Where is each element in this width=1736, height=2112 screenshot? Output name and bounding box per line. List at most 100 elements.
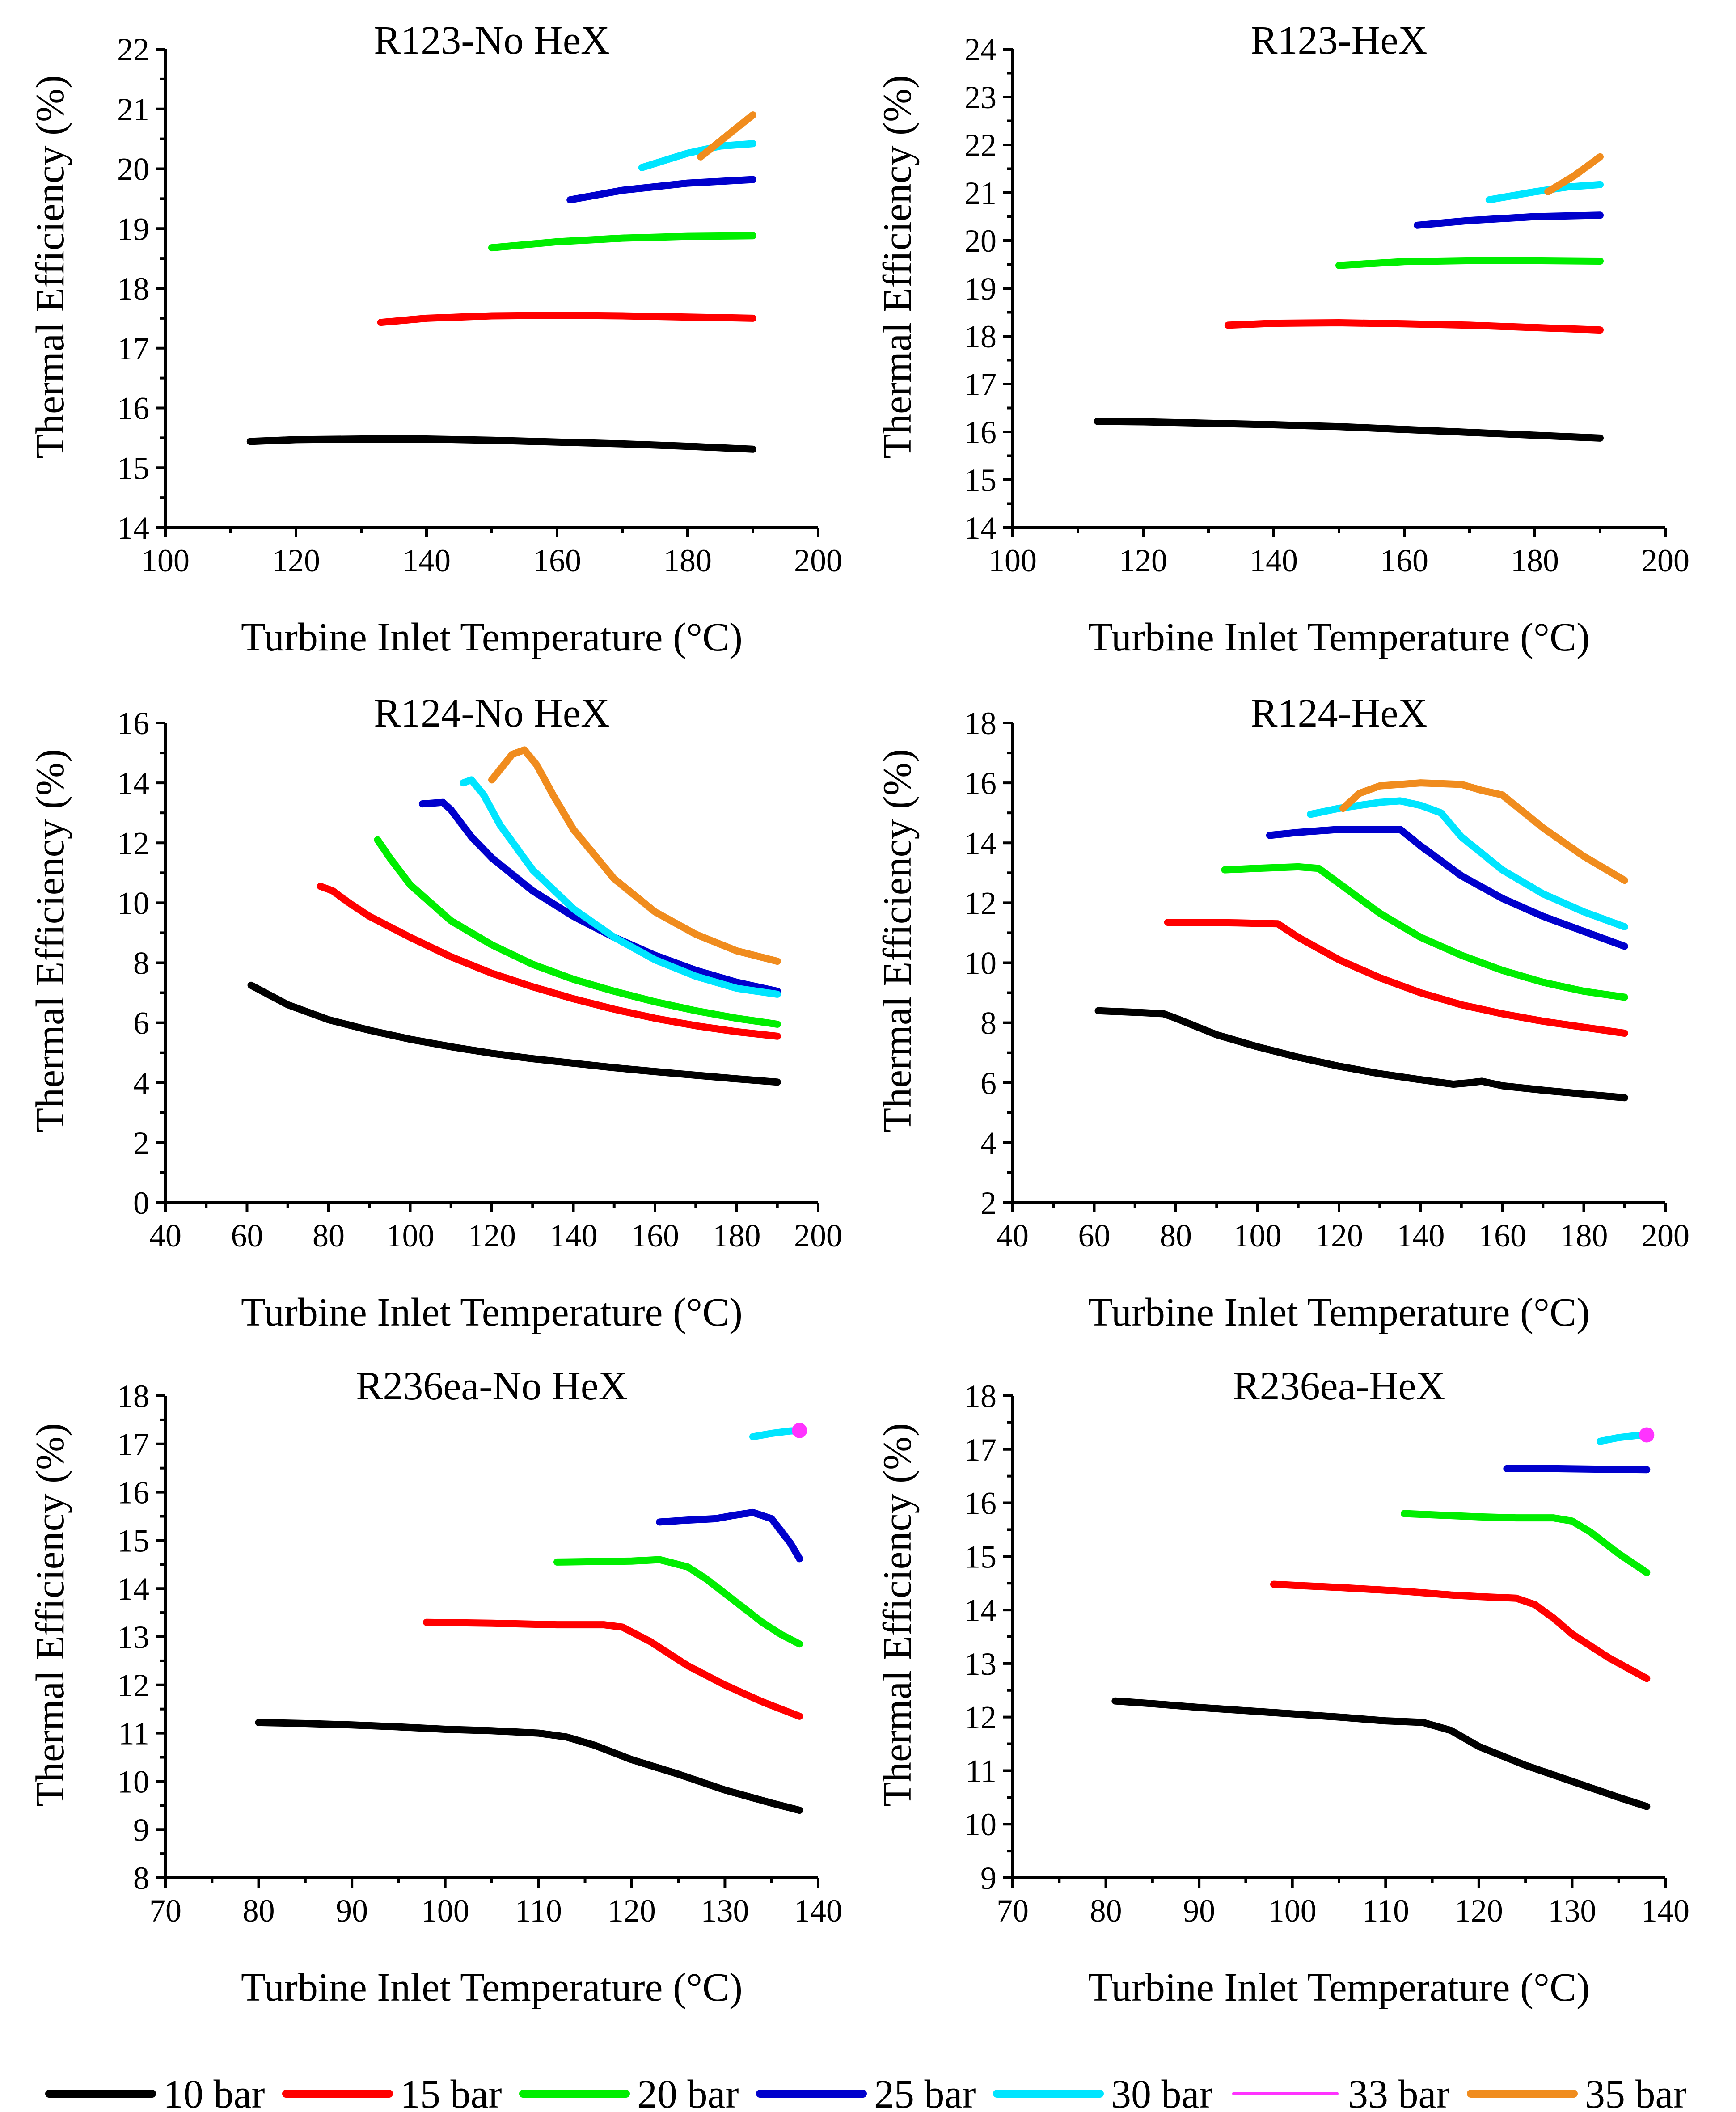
y-tick-label: 18 [117,1378,149,1414]
x-tick-label: 110 [515,1893,562,1929]
x-tick-label: 180 [713,1218,761,1254]
x-tick-label: 100 [1233,1218,1282,1254]
x-tick-label: 120 [272,543,320,579]
y-tick-label: 9 [133,1812,149,1848]
x-tick-label: 80 [243,1893,275,1929]
y-tick-label: 17 [117,1427,149,1462]
y-tick-label: 13 [964,1646,997,1682]
series-layer [1094,153,1604,442]
x-tick-label: 100 [141,543,190,579]
x-tick-label: 200 [794,543,842,579]
y-tick-label: 16 [117,705,149,741]
x-tick-label: 110 [1362,1893,1409,1929]
series-line-25-bar [1414,211,1604,229]
y-tick-label: 22 [117,32,149,68]
x-tick-label: 140 [1250,543,1298,579]
series-line-25-bar [418,798,781,995]
x-tick-label: 40 [997,1218,1029,1254]
y-tick-label: 17 [117,331,149,367]
y-tick-label: 8 [133,946,149,981]
axes: 40 60 80 100 120 140 160 180 200 2 4 6 8 10 12 14 16 18 [964,705,1690,1254]
series-line-35-bar [697,111,756,161]
y-tick-label: 14 [117,1571,149,1607]
x-tick-label: 100 [421,1893,469,1929]
y-tick-label: 4 [980,1125,997,1161]
y-tick-label: 0 [133,1185,149,1221]
series-line-10-bar [1094,418,1604,442]
x-tick-label: 40 [149,1218,182,1254]
y-axis-label: Thermal Efficiency (%) [875,75,920,459]
axes: 70 80 90 100 110 120 130 140 8 9 10 11 12 13 14 15 16 17 1… [117,1378,842,1929]
x-tick-label: 60 [1078,1218,1111,1254]
legend-item-25-bar: 25 bar [756,2072,976,2112]
y-tick-label: 14 [964,825,997,861]
y-tick-label: 6 [980,1065,997,1101]
panel-title: R123-HeX [1251,18,1428,63]
y-tick-label: 14 [117,765,149,801]
y-tick-label: 10 [117,1764,149,1799]
panel-title: R124-HeX [1251,691,1428,735]
y-tick-label: 8 [133,1860,149,1896]
axes: 100 120 140 160 180 200 14 15 16 17 18 19 20 21 22 [117,32,842,579]
panel-title: R236ea-HeX [1233,1364,1445,1408]
y-tick-label: 18 [964,319,997,355]
x-tick-label: 140 [549,1218,598,1254]
legend: 10 bar 15 bar 20 bar 25 bar 30 bar 33 ba… [45,2072,1686,2112]
x-tick-label: 80 [1090,1893,1122,1929]
x-tick-label: 140 [402,543,451,579]
y-tick-label: 16 [964,414,997,450]
y-tick-label: 8 [980,1005,997,1041]
y-tick-label: 11 [118,1716,149,1752]
y-tick-label: 19 [964,271,997,307]
series-line-10-bar [246,435,756,453]
x-tick-label: 200 [1641,543,1690,579]
y-tick-label: 4 [133,1065,149,1101]
y-tick-label: 6 [133,1005,149,1041]
y-tick-label: 9 [980,1860,997,1896]
series-line-20-bar [374,836,781,1028]
y-tick-label: 16 [117,391,149,427]
x-axis-label: Turbine Inlet Temperature (°C) [1088,1965,1590,2010]
x-tick-label: 130 [701,1893,749,1929]
x-tick-label: 90 [1183,1893,1215,1929]
x-tick-label: 100 [988,543,1037,579]
legend-label: 10 bar [163,2072,265,2112]
series-line-25-bar [1503,1465,1651,1474]
x-axis-label: Turbine Inlet Temperature (°C) [241,1290,743,1335]
y-tick-label: 2 [980,1185,997,1221]
x-tick-label: 120 [1455,1893,1503,1929]
series-line-15-bar [1224,319,1604,334]
x-axis-label: Turbine Inlet Temperature (°C) [241,615,743,659]
y-tick-label: 13 [117,1619,149,1655]
y-tick-label: 18 [117,271,149,307]
x-tick-label: 160 [1380,543,1428,579]
series-line-35-bar [488,746,781,965]
panel-r124-hex: R124-HeX Thermal Efficiency (%) Turbine … [875,691,1690,1335]
x-tick-label: 130 [1548,1893,1596,1929]
x-tick-label: 120 [608,1893,656,1929]
y-tick-label: 16 [117,1475,149,1511]
x-tick-label: 140 [1397,1218,1445,1254]
legend-item-20-bar: 20 bar [519,2072,739,2112]
series-line-20-bar [553,1556,803,1648]
y-tick-label: 2 [133,1125,149,1161]
panel-title: R124-No HeX [374,691,609,735]
y-tick-label: 22 [964,127,997,163]
x-tick-label: 200 [1641,1218,1690,1254]
x-tick-label: 60 [231,1218,263,1254]
series-line-25-bar [1266,826,1628,950]
x-axis-label: Turbine Inlet Temperature (°C) [241,1965,743,2010]
series-line-25-bar [566,176,756,203]
y-tick-label: 12 [964,1700,997,1736]
legend-item-33-bar: 33 bar [1232,2072,1449,2112]
legend-label: 15 bar [400,2072,502,2112]
x-tick-label: 70 [149,1893,182,1929]
y-axis-label: Thermal Efficiency (%) [875,749,920,1132]
x-tick-label: 70 [997,1893,1029,1929]
legend-label: 33 bar [1348,2072,1449,2112]
y-tick-label: 12 [964,885,997,921]
series-line-15-bar [1164,919,1628,1037]
panel-r123-hex: R123-HeX Thermal Efficiency (%) Turbine … [875,18,1690,659]
legend-label: 30 bar [1111,2072,1212,2112]
